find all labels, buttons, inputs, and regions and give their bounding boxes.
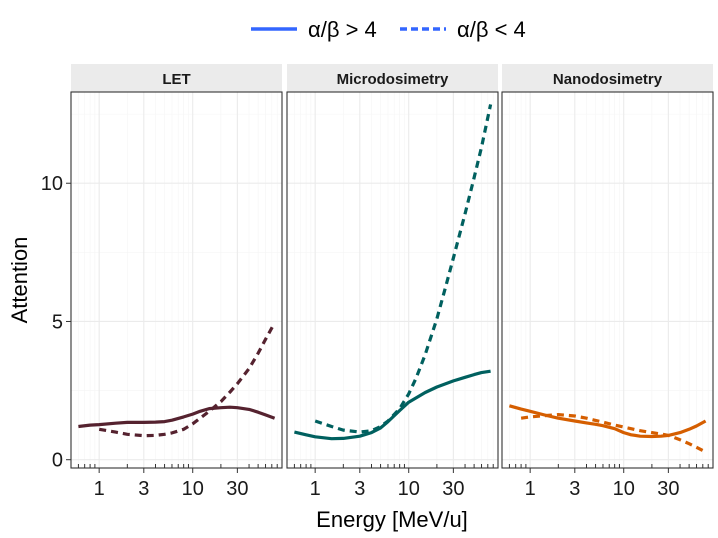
y-axis: 0 5 10 bbox=[41, 173, 71, 472]
x-tick-label: 30 bbox=[442, 478, 464, 500]
panel-border bbox=[70, 91, 283, 469]
y-tick-label: 5 bbox=[52, 311, 63, 333]
facet-strip bbox=[287, 64, 498, 92]
y-tick-label: 10 bbox=[41, 173, 63, 195]
x-tick-label: 3 bbox=[569, 478, 580, 500]
legend: α/β > 4 α/β < 4 bbox=[251, 17, 526, 42]
facet-strip bbox=[502, 64, 713, 92]
facet-strip bbox=[71, 64, 282, 92]
series-line-ab-gt-4 bbox=[78, 405, 276, 429]
x-tick-label: 3 bbox=[138, 478, 149, 500]
facet-strip-label: LET bbox=[162, 71, 190, 88]
facet-panel-microdosimetry: Microdosimetry 1 3 10 30 bbox=[286, 64, 499, 500]
series-line-ab-lt-4 bbox=[520, 413, 707, 454]
panel-border bbox=[501, 91, 714, 469]
x-tick-label: 3 bbox=[354, 478, 365, 500]
x-tick-label: 10 bbox=[182, 478, 204, 500]
series-line-ab-lt-4 bbox=[314, 104, 493, 434]
x-tick-label: 30 bbox=[657, 478, 679, 500]
facet-strip-label: Microdosimetry bbox=[337, 71, 449, 88]
legend-label-solid: α/β > 4 bbox=[308, 17, 377, 42]
x-tick-label: 10 bbox=[613, 478, 635, 500]
panel-border bbox=[286, 91, 499, 469]
series-line-ab-lt-4 bbox=[98, 322, 277, 438]
facet-panel-let: LET 1 3 10 30 bbox=[70, 64, 283, 500]
facet-panel-nanodosimetry: Nanodosimetry 1 3 10 30 bbox=[501, 64, 714, 500]
x-tick-label: 1 bbox=[94, 478, 105, 500]
y-axis-title: Attention bbox=[7, 237, 32, 324]
facet-strip-label: Nanodosimetry bbox=[553, 71, 663, 88]
x-tick-label: 1 bbox=[310, 478, 321, 500]
x-axis-title: Energy [MeV/u] bbox=[316, 507, 468, 532]
series-line-ab-gt-4 bbox=[508, 404, 707, 439]
legend-label-dashed: α/β < 4 bbox=[457, 17, 526, 42]
x-tick-label: 30 bbox=[226, 478, 248, 500]
series-line-ab-gt-4 bbox=[294, 369, 491, 441]
x-tick-label: 10 bbox=[398, 478, 420, 500]
x-tick-label: 1 bbox=[525, 478, 536, 500]
y-tick-label: 0 bbox=[52, 450, 63, 472]
